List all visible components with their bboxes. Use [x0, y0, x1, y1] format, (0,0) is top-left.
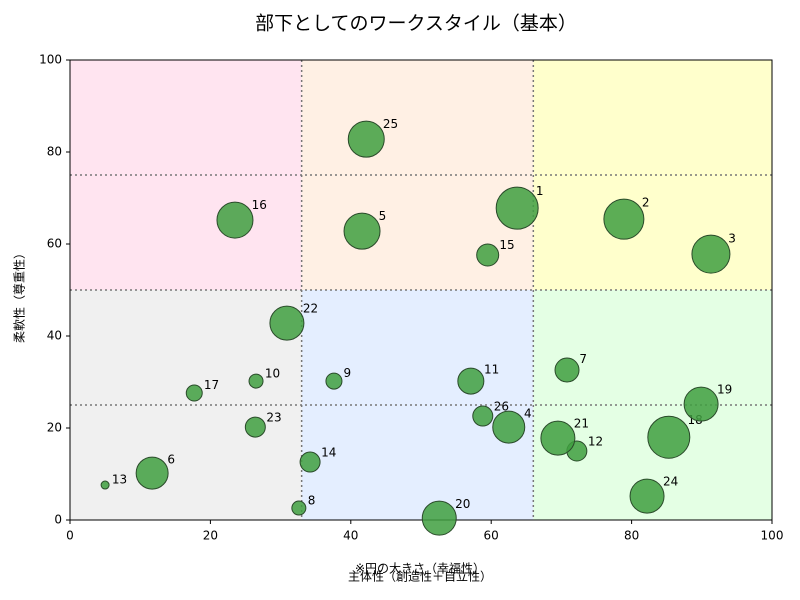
bubble [421, 500, 457, 536]
bubble [216, 201, 254, 239]
point-label: 12 [588, 435, 603, 449]
bubble [135, 456, 169, 490]
x-tick-label: 60 [484, 529, 499, 543]
point-label: 13 [112, 473, 127, 487]
point-label: 23 [266, 411, 281, 425]
point-label: 17 [204, 378, 219, 392]
point-label: 5 [379, 209, 387, 223]
bubble [325, 372, 343, 390]
bubble [647, 415, 691, 459]
point-label: 16 [252, 198, 267, 212]
bubble [457, 367, 485, 395]
point-label: 15 [499, 238, 514, 252]
region [533, 60, 772, 290]
bubble [100, 480, 110, 490]
bubble [291, 500, 307, 516]
point-label: 7 [579, 352, 587, 366]
bubble [299, 451, 321, 473]
y-tick-label: 20 [47, 421, 62, 435]
y-tick-label: 40 [47, 329, 62, 343]
point-label: 2 [642, 196, 650, 210]
point-label: 20 [455, 497, 470, 511]
point-label: 6 [167, 452, 175, 466]
x-tick-label: 40 [343, 529, 358, 543]
point-label: 25 [383, 117, 398, 131]
point-label: 19 [717, 383, 732, 397]
annotation: ※円の大きさ（幸福性） [355, 561, 485, 576]
point-label: 9 [344, 366, 352, 380]
x-axis-label: 主体性（創造性＋自立性） [348, 569, 492, 584]
x-tick-label: 100 [761, 529, 784, 543]
bubble [691, 234, 731, 274]
x-tick-label: 0 [66, 529, 74, 543]
bubble [683, 386, 719, 422]
bubble [347, 120, 385, 158]
point-label: 21 [574, 417, 589, 431]
point-label: 3 [728, 231, 736, 245]
point-label: 26 [494, 400, 509, 414]
point-label: 4 [524, 406, 532, 420]
y-axis-label: 柔軟性（尊重性） [12, 247, 27, 343]
point-label: 22 [303, 302, 318, 316]
bubble [269, 305, 305, 341]
plot-frame [69, 59, 773, 521]
y-tick-label: 80 [47, 145, 62, 159]
bubble [244, 416, 266, 438]
bubble [629, 478, 665, 514]
bubble [492, 410, 526, 444]
point-label: 24 [663, 475, 678, 489]
bubble [472, 405, 494, 427]
x-tick-label: 20 [203, 529, 218, 543]
bubble [343, 212, 381, 250]
point-label: 10 [265, 367, 280, 381]
point-label: 1 [536, 184, 544, 198]
chart-title: 部下としてのワークスタイル（基本） [255, 13, 577, 35]
bubble [248, 373, 264, 389]
bubble [495, 186, 539, 230]
point-label: 11 [484, 362, 499, 376]
bubble [476, 243, 500, 267]
point-label: 8 [308, 494, 316, 508]
point-label: 14 [321, 446, 336, 460]
bubble [185, 384, 203, 402]
y-tick-label: 0 [54, 513, 62, 527]
y-tick-label: 100 [39, 53, 62, 67]
bubble [540, 420, 576, 456]
bubble [603, 198, 645, 240]
x-tick-label: 80 [624, 529, 639, 543]
y-tick-label: 60 [47, 237, 62, 251]
bubble [554, 357, 580, 383]
